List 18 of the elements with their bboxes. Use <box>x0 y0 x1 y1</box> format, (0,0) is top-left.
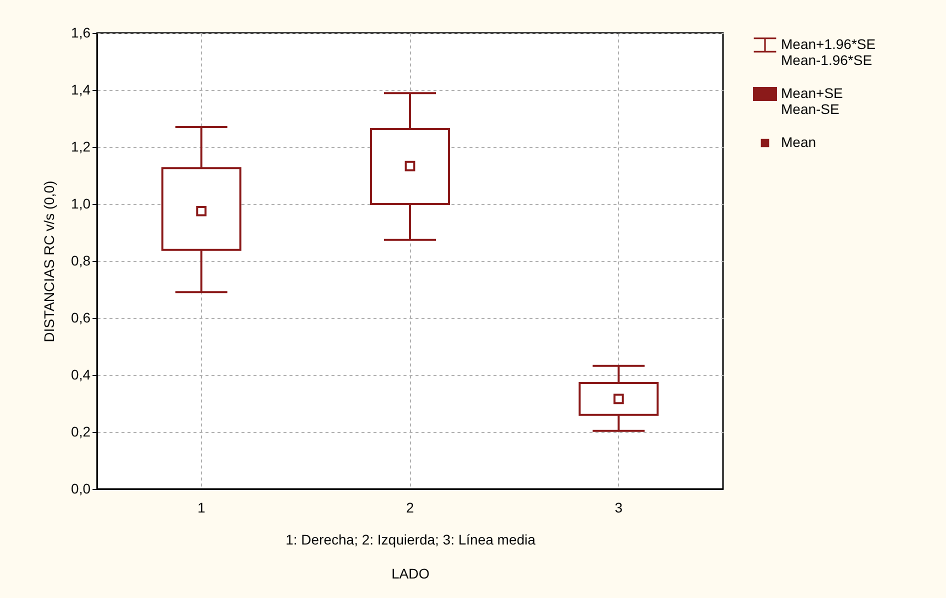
x-tick-label: 2 <box>406 500 414 516</box>
text: 1: Derecha; 2: Izquierda; 3: Línea media <box>286 532 536 548</box>
y-tick-label: 0,6 <box>71 310 91 326</box>
y-tick-label: 1,2 <box>71 138 91 154</box>
y-tick-label: 0,4 <box>71 366 91 382</box>
x-tick-label: 3 <box>614 500 623 516</box>
x-axis-title: LADO <box>391 566 430 582</box>
y-tick-label: 0,0 <box>71 480 91 496</box>
y-tick-label: 1,4 <box>71 82 91 98</box>
y-tick-label: 0,8 <box>71 252 91 268</box>
x-tick-label: 1 <box>197 500 206 516</box>
text: Mean+SE Mean-SE <box>781 85 843 117</box>
text: Mean <box>781 134 816 150</box>
y-axis-title: DISTANCIAS RC v/s (0,0) <box>41 180 58 342</box>
y-tick-label: 0,2 <box>71 424 91 440</box>
y-tick-label: 1,0 <box>71 196 91 212</box>
text: Mean+1.96*SE Mean-1.96*SE <box>781 36 876 68</box>
y-tick-label: 1,6 <box>71 24 91 40</box>
